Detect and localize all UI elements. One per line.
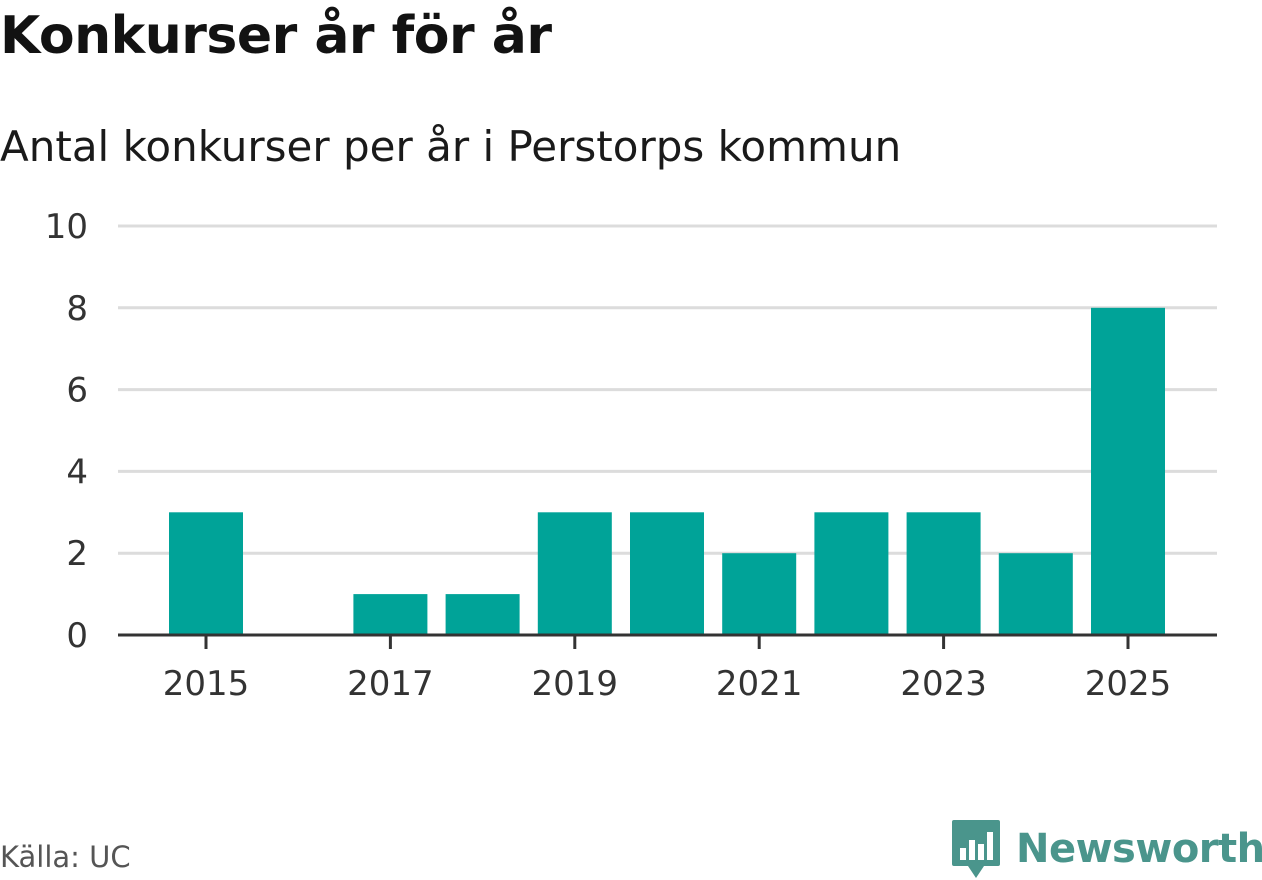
bar-2019 — [537, 512, 612, 635]
x-tick-label: 2015 — [163, 664, 250, 704]
bar-2025 — [1091, 307, 1165, 635]
x-tick-label: 2019 — [532, 664, 619, 704]
y-tick-label: 10 — [45, 207, 88, 247]
x-tick-label: 2021 — [716, 664, 803, 704]
bars — [169, 307, 1165, 635]
gridlines — [118, 224, 1217, 555]
x-tick-label: 2023 — [900, 664, 987, 704]
bar-2018 — [445, 594, 520, 635]
bar-2020 — [630, 512, 704, 635]
bar-2023 — [906, 512, 981, 635]
newsworthy-logo-icon — [952, 820, 1000, 878]
y-tick-label: 8 — [66, 289, 88, 329]
axes: 0 2 4 6 8 10 2015 2017 2019 2021 2023 2025 — [45, 207, 1217, 704]
bar-2022 — [814, 512, 889, 635]
x-tick-label: 2017 — [347, 664, 434, 704]
bar-2015 — [169, 512, 243, 635]
y-tick-label: 2 — [66, 534, 88, 574]
newsworthy-logo: Newsworthy — [950, 818, 1262, 880]
source-note: Källa: UC — [0, 840, 131, 874]
y-tick-label: 0 — [66, 616, 88, 656]
y-tick-label: 4 — [66, 452, 88, 492]
bar-2017 — [353, 594, 428, 635]
x-tick-label: 2025 — [1085, 664, 1172, 704]
bar-2021 — [722, 553, 797, 635]
bar-2024 — [998, 553, 1073, 635]
y-tick-label: 6 — [66, 371, 88, 411]
chart-subtitle: Antal konkurser per år i Perstorps kommu… — [0, 122, 902, 171]
chart-title: Konkurser år för år — [0, 6, 552, 66]
brand-name: Newsworthy — [1016, 826, 1262, 872]
